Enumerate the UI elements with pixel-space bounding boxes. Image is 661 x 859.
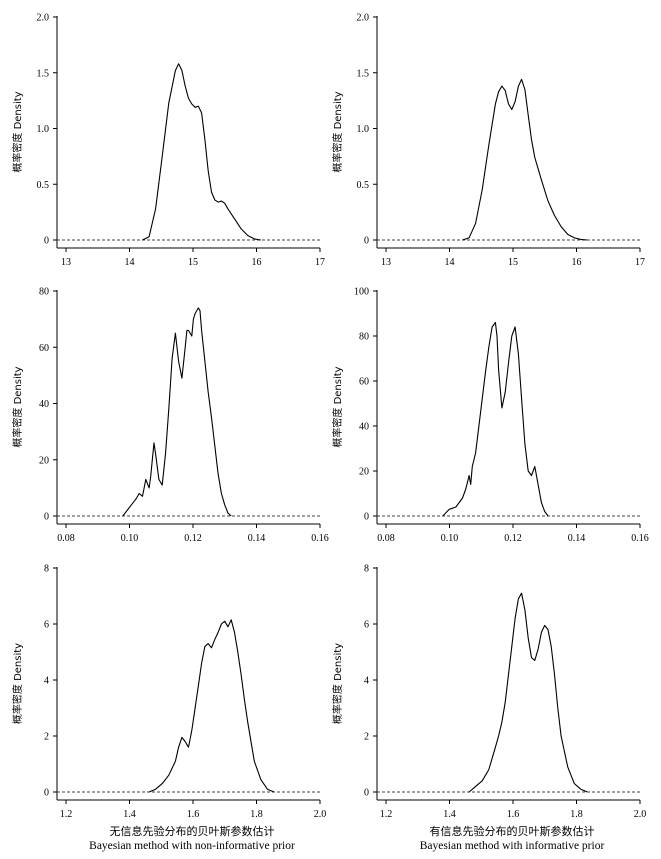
y-tick-label: 2 [44,732,49,743]
y-tick-label: 1.0 [37,124,50,135]
y-tick-label: 60 [359,377,369,388]
x-tick-label: 1.6 [187,809,200,820]
x-tick-label: 0.14 [568,533,586,544]
x-tick-label: 14 [445,257,455,268]
panel-6: 0 2 4 6 8 1.2 1.4 1.6 1.8 2.0 概率密度 Density [331,564,646,821]
x-tick-label: 0.10 [121,533,139,544]
y-axis-label: 概率密度 Density [331,366,344,447]
density-curve [122,307,232,517]
y-tick-label: 8 [44,564,49,575]
x-tick-label: 0.08 [377,533,395,544]
x-tick-label: 15 [508,257,518,268]
x-tick-label: 15 [188,257,198,268]
panel-5: 0 2 4 6 8 1.2 1.4 1.6 1.8 2.0 概率密度 Density [11,564,326,821]
x-tick-label: 2.0 [634,809,647,820]
y-tick-label: 0.5 [37,180,50,191]
y-tick-label: 20 [39,455,49,466]
y-tick-label: 4 [44,676,49,687]
x-tick-label: 16 [252,257,262,268]
panel-4: 0 20 40 60 80 100 0.08 0.10 0.12 0.14 0.16 概率密度 Den… [331,287,649,545]
caption-left: 无信息先验分布的贝叶斯参数估计 Bayesian method with non… [42,824,342,854]
y-tick-label: 1.5 [37,68,50,79]
x-tick-label: 13 [61,257,71,268]
y-tick-label: 80 [359,332,369,343]
x-tick-label: 0.10 [441,533,459,544]
y-tick-label: 6 [364,620,369,631]
x-tick-label: 2.0 [314,809,327,820]
caption-left-zh: 无信息先验分布的贝叶斯参数估计 [109,825,275,838]
y-axis-label: 概率密度 Density [11,643,24,724]
y-tick-label: 20 [359,467,369,478]
y-tick-label: 4 [364,676,369,687]
panel-3: 0 20 40 60 80 0.08 0.10 0.12 0.14 0.16 概率密度 Densit… [11,287,329,545]
y-tick-label: 60 [39,343,49,354]
panel-1: 0 0.5 1.0 1.5 2.0 13 14 15 16 17 概率密度 Density [11,13,325,269]
x-tick-label: 0.12 [504,533,522,544]
density-curve [142,63,261,241]
caption-right-zh: 有信息先验分布的贝叶斯参数估计 [429,825,595,838]
x-tick-label: 0.16 [631,533,649,544]
y-tick-label: 0 [44,788,49,799]
y-tick-label: 2.0 [357,13,370,24]
y-tick-label: 40 [39,399,49,410]
x-tick-label: 0.14 [248,533,266,544]
y-tick-label: 100 [354,287,369,298]
panel-2: 0 0.5 1.0 1.5 2.0 13 14 15 16 17 概率密度 Density [331,13,645,269]
x-tick-label: 0.16 [311,533,329,544]
caption-right-en: Bayesian method with informative prior [419,840,605,852]
caption-right: 有信息先验分布的贝叶斯参数估计 Bayesian method with inf… [362,824,661,854]
y-tick-label: 0 [364,236,369,247]
x-tick-label: 1.6 [507,809,520,820]
y-tick-label: 2 [364,732,369,743]
y-axis-label: 概率密度 Density [331,643,344,724]
y-tick-label: 6 [44,620,49,631]
x-tick-label: 17 [635,257,645,268]
x-tick-label: 13 [381,257,391,268]
y-tick-label: 1.5 [357,68,370,79]
y-tick-label: 0 [364,788,369,799]
density-curve [148,619,275,793]
x-tick-label: 16 [572,257,582,268]
y-axis-label: 概率密度 Density [11,366,24,447]
x-tick-label: 1.2 [380,809,393,820]
x-tick-label: 0.08 [57,533,75,544]
x-tick-label: 1.8 [250,809,263,820]
density-curve [468,592,588,793]
y-axis-label: 概率密度 Density [11,91,24,172]
x-tick-label: 17 [315,257,325,268]
x-tick-label: 1.8 [570,809,583,820]
y-tick-label: 0 [44,512,49,523]
y-tick-label: 1.0 [357,124,370,135]
y-tick-label: 0.5 [357,180,370,191]
density-curve [442,321,549,517]
y-tick-label: 40 [359,422,369,433]
x-tick-label: 0.12 [184,533,202,544]
y-tick-label: 0 [364,512,369,523]
y-tick-label: 0 [44,236,49,247]
caption-left-en: Bayesian method with non-informative pri… [89,840,295,852]
x-tick-label: 1.2 [60,809,73,820]
y-axis-label: 概率密度 Density [331,91,344,172]
x-tick-label: 14 [125,257,135,268]
y-tick-label: 8 [364,564,369,575]
y-tick-label: 80 [39,287,49,298]
y-tick-label: 2.0 [37,13,50,24]
density-curve [462,78,588,241]
x-tick-label: 1.4 [443,809,456,820]
x-tick-label: 1.4 [123,809,136,820]
